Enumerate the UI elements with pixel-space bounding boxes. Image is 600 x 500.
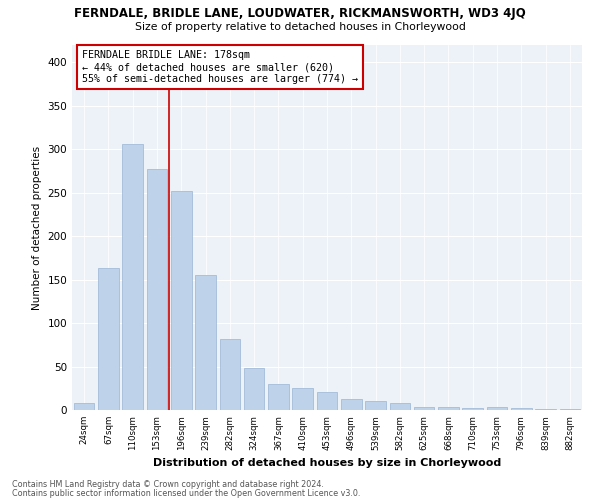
Bar xyxy=(292,388,313,410)
Bar xyxy=(414,406,434,410)
Bar xyxy=(220,338,240,410)
Bar xyxy=(389,403,410,410)
Bar xyxy=(244,368,265,410)
Bar xyxy=(98,268,119,410)
Text: FERNDALE, BRIDLE LANE, LOUDWATER, RICKMANSWORTH, WD3 4JQ: FERNDALE, BRIDLE LANE, LOUDWATER, RICKMA… xyxy=(74,8,526,20)
Bar xyxy=(341,398,362,410)
Bar xyxy=(560,409,580,410)
Bar xyxy=(463,408,483,410)
Bar xyxy=(487,406,508,410)
Bar xyxy=(511,408,532,410)
Bar xyxy=(317,392,337,410)
Text: Contains HM Land Registry data © Crown copyright and database right 2024.: Contains HM Land Registry data © Crown c… xyxy=(12,480,324,489)
Bar xyxy=(74,403,94,410)
Bar xyxy=(195,276,216,410)
Bar xyxy=(122,144,143,410)
Bar xyxy=(171,191,191,410)
Bar xyxy=(268,384,289,410)
Text: FERNDALE BRIDLE LANE: 178sqm
← 44% of detached houses are smaller (620)
55% of s: FERNDALE BRIDLE LANE: 178sqm ← 44% of de… xyxy=(82,50,358,84)
Bar xyxy=(146,170,167,410)
Text: Contains public sector information licensed under the Open Government Licence v3: Contains public sector information licen… xyxy=(12,488,361,498)
Bar xyxy=(438,406,459,410)
Bar xyxy=(365,402,386,410)
Y-axis label: Number of detached properties: Number of detached properties xyxy=(32,146,42,310)
Text: Size of property relative to detached houses in Chorleywood: Size of property relative to detached ho… xyxy=(134,22,466,32)
Bar xyxy=(535,409,556,410)
X-axis label: Distribution of detached houses by size in Chorleywood: Distribution of detached houses by size … xyxy=(153,458,501,468)
